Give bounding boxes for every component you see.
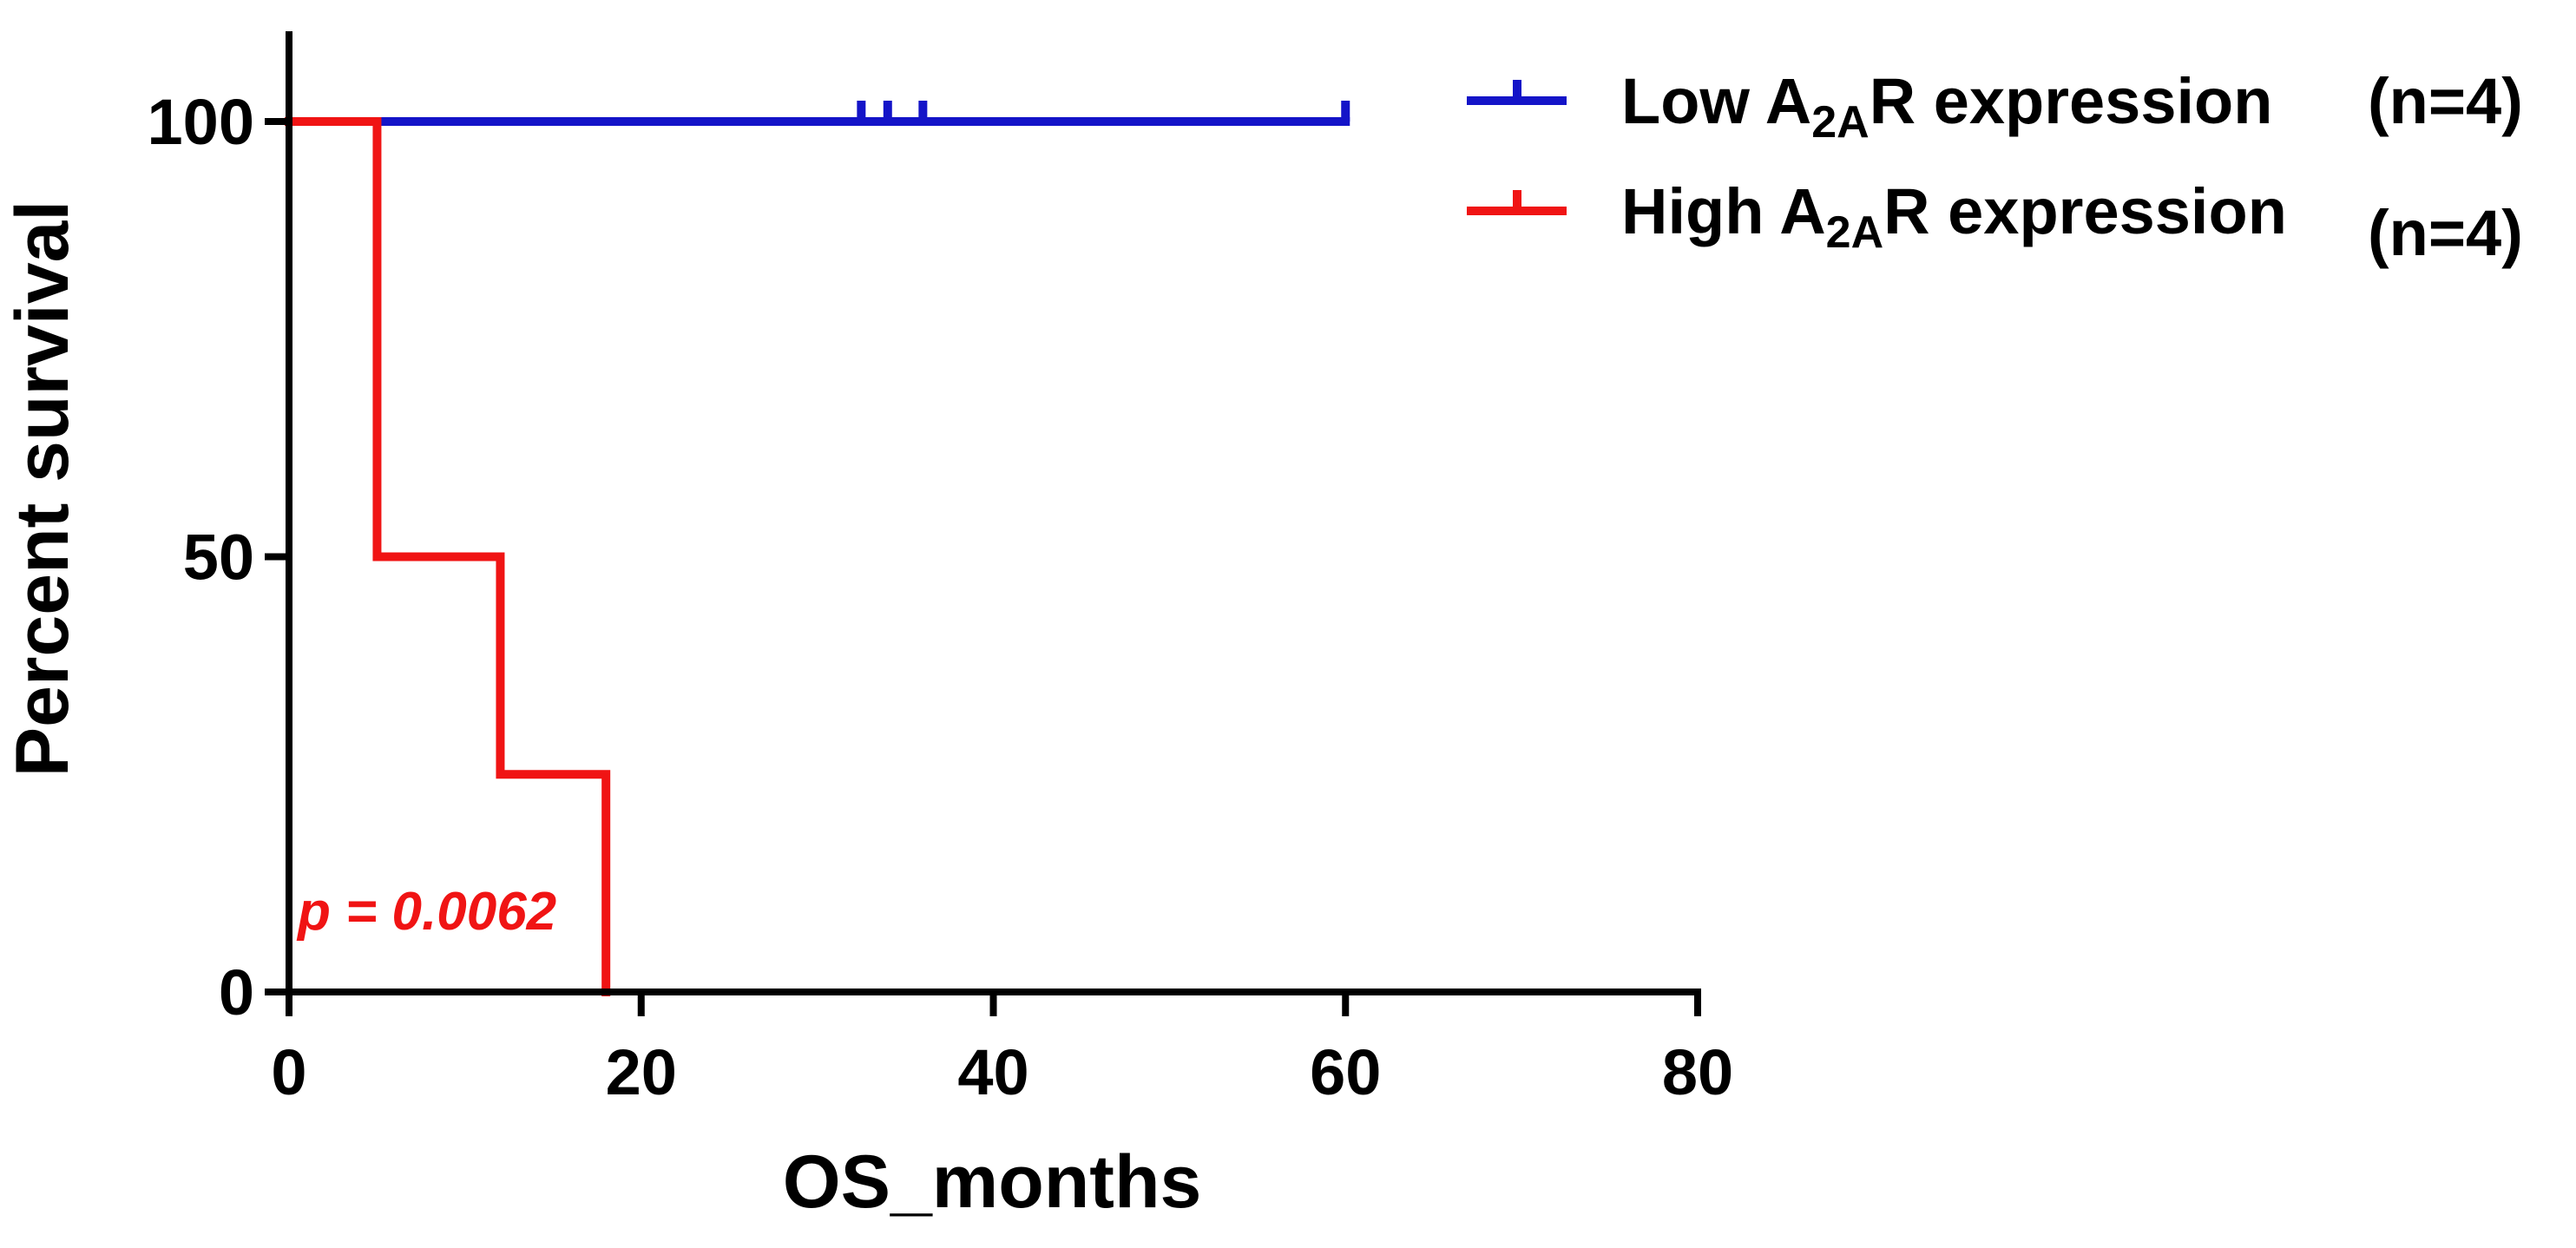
x-axis-title: OS_months <box>783 1140 1202 1224</box>
axes-layer <box>286 31 1701 995</box>
x-tick-label: 60 <box>1310 1036 1381 1108</box>
y-tick-label: 0 <box>219 956 254 1028</box>
x-tick-label: 20 <box>606 1036 677 1108</box>
x-tick-label: 0 <box>271 1036 306 1108</box>
y-axis-title: Percent survival <box>1 200 84 777</box>
legend: Low A2AR expression (n=4) High A2AR expres… <box>1467 65 2523 269</box>
legend-n-1: (n=4) <box>2368 197 2523 269</box>
x-tick-label: 80 <box>1662 1036 1733 1108</box>
legend-n-0: (n=4) <box>2368 65 2523 137</box>
series-layer <box>285 101 1350 996</box>
legend-label-0: Low A2AR expression <box>1621 65 2272 148</box>
series-line-1 <box>285 117 611 996</box>
y-tick-label: 100 <box>148 86 254 158</box>
legend-label-1: High A2AR expression <box>1621 175 2287 258</box>
x-tick-label: 40 <box>957 1036 1028 1108</box>
y-tick-label: 50 <box>183 522 254 594</box>
ticks-layer: 0 20 40 60 80 0 50 100 <box>148 86 1734 1108</box>
p-value-annotation: p = 0.0062 <box>296 882 556 942</box>
